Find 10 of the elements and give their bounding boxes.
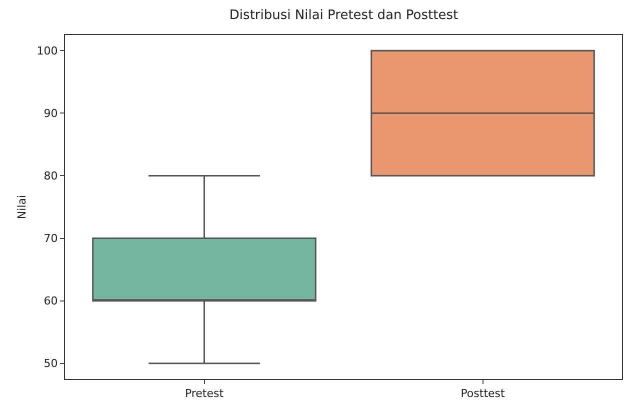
y-tick-label: 60 [44,294,58,308]
x-tick-label: Pretest [184,387,224,400]
y-tick-label: 70 [44,232,58,246]
y-axis-title: Nilai [15,194,28,220]
x-tick-label: Posttest [460,387,506,400]
y-tick-label: 100 [36,44,58,58]
chart-title: Distribusi Nilai Pretest dan Posttest [229,8,458,24]
y-tick-label: 80 [44,170,58,183]
y-tick-label: 90 [44,107,58,120]
y-tick-label: 50 [44,357,58,370]
